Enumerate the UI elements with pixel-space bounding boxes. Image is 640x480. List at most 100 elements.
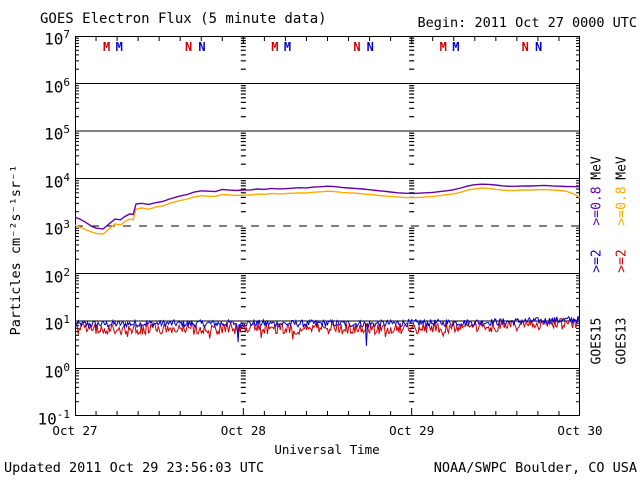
day-boundary-dash <box>240 378 246 380</box>
day-boundary-dash <box>240 250 246 252</box>
day-boundary-dash <box>409 93 415 95</box>
day-boundary-dash <box>409 339 415 341</box>
day-boundary-dash <box>409 60 415 62</box>
y-tick-label: 103 <box>44 218 70 239</box>
series-goes15-0-8-mev <box>75 183 580 230</box>
x-axis-title: Universal Time <box>274 442 380 457</box>
day-boundary-dash <box>240 54 246 56</box>
satellite-midnight-marker: M <box>103 40 110 54</box>
day-boundary-dash <box>240 144 246 146</box>
day-boundary-dash <box>409 322 415 324</box>
day-boundary-dash <box>409 370 415 372</box>
updated-timestamp: Updated 2011 Oct 29 23:56:03 UTC <box>4 460 265 476</box>
day-boundary-dash <box>240 163 246 165</box>
legend-goes13-energy-label: >=2 <box>614 249 629 273</box>
data-source-credit: NOAA/SWPC Boulder, CO USA <box>433 460 637 476</box>
day-boundary-dash <box>240 211 246 213</box>
satellite-noon-marker: N <box>367 40 374 54</box>
day-boundary-dash <box>409 306 415 308</box>
day-boundary-dash <box>409 188 415 190</box>
day-boundary-dash <box>240 322 246 324</box>
day-boundary-dash <box>240 386 246 389</box>
satellite-midnight-marker: M <box>440 40 447 54</box>
day-boundary-dash <box>409 239 415 241</box>
day-boundary-dash <box>409 235 415 238</box>
day-boundary-dash <box>240 382 246 384</box>
day-boundary-dash <box>240 306 246 308</box>
page-title: GOES Electron Flux (5 minute data) <box>40 11 327 27</box>
day-boundary-dash <box>240 132 246 134</box>
day-boundary-dash <box>240 90 246 92</box>
day-boundary-dash <box>409 250 415 252</box>
day-boundary-dash <box>240 277 246 279</box>
satellite-noon-marker: N <box>522 40 529 54</box>
legend-goes15-energy-label: >=2 <box>589 249 604 273</box>
day-boundary-dash <box>240 93 246 95</box>
day-boundary-dash <box>409 325 415 327</box>
day-boundary-dash <box>240 353 246 355</box>
day-boundary-dash <box>240 297 246 299</box>
day-boundary-dash <box>240 280 246 282</box>
day-boundary-dash <box>409 144 415 146</box>
legend-goes13-satellite-label: GOES13 <box>614 317 629 365</box>
day-boundary-dash <box>409 101 415 104</box>
y-tick-label: 100 <box>44 360 70 381</box>
day-boundary-dash <box>240 97 246 99</box>
begin-timestamp: Begin: 2011 Oct 27 0000 UTC <box>417 15 637 31</box>
x-tick-label: Oct 30 <box>557 423 603 438</box>
day-boundary-dash <box>409 291 415 294</box>
day-boundary-dash <box>240 258 246 260</box>
series-goes13-2-mev <box>75 316 580 340</box>
satellite-midnight-marker: M <box>271 40 278 54</box>
day-boundary-dash <box>409 392 415 394</box>
day-boundary-dash <box>240 101 246 104</box>
day-boundary-dash <box>240 42 246 44</box>
day-boundary-dash <box>409 287 415 289</box>
legend-goes15-unit-label: MeV <box>589 156 604 180</box>
y-tick-label: 107 <box>44 28 70 49</box>
day-boundary-dash <box>240 370 246 372</box>
day-boundary-dash <box>409 372 415 374</box>
day-boundary-dash <box>240 327 246 329</box>
plot-area: M M MM M MN N NN N N <box>75 36 580 416</box>
day-boundary-dash <box>240 37 246 39</box>
day-boundary-dash <box>409 140 415 143</box>
day-boundary-dash <box>409 132 415 134</box>
satellite-noon-marker: N <box>185 40 192 54</box>
day-boundary-dash <box>409 232 415 234</box>
day-boundary-dash <box>409 227 415 229</box>
day-boundary-dash <box>240 140 246 143</box>
series-goes15-2-mev <box>75 315 580 346</box>
day-boundary-dash <box>409 334 415 336</box>
day-boundary-dash <box>409 116 415 118</box>
legend-goes13-energy-label: >=0.8 <box>614 186 629 226</box>
day-boundary-dash <box>409 277 415 279</box>
day-boundary-dash <box>240 227 246 229</box>
day-boundary-dash <box>240 68 246 70</box>
day-boundary-dash <box>409 155 415 157</box>
y-tick-label: 105 <box>44 123 70 144</box>
day-boundary-dash <box>409 163 415 165</box>
day-boundary-dash <box>409 45 415 48</box>
day-boundary-dash <box>409 211 415 213</box>
day-boundary-dash <box>240 239 246 241</box>
y-tick-label: 10-1 <box>37 408 70 429</box>
day-boundary-dash <box>240 185 246 187</box>
day-boundary-dash <box>240 192 246 194</box>
day-boundary-dash <box>240 345 246 347</box>
day-boundary-dash <box>409 85 415 87</box>
day-boundary-dash <box>240 202 246 204</box>
day-boundary-dash <box>409 275 415 277</box>
day-boundary-dash <box>409 49 415 51</box>
day-boundary-dash <box>409 382 415 384</box>
day-boundary-dash <box>409 345 415 347</box>
day-boundary-dash <box>409 87 415 89</box>
day-boundary-dash <box>409 180 415 182</box>
y-tick-label: 102 <box>44 265 70 286</box>
day-boundary-dash <box>409 202 415 204</box>
day-boundary-dash <box>240 330 246 333</box>
day-boundary-dash <box>240 135 246 137</box>
satellite-noon-marker: N <box>353 40 360 54</box>
day-boundary-dash <box>409 330 415 333</box>
